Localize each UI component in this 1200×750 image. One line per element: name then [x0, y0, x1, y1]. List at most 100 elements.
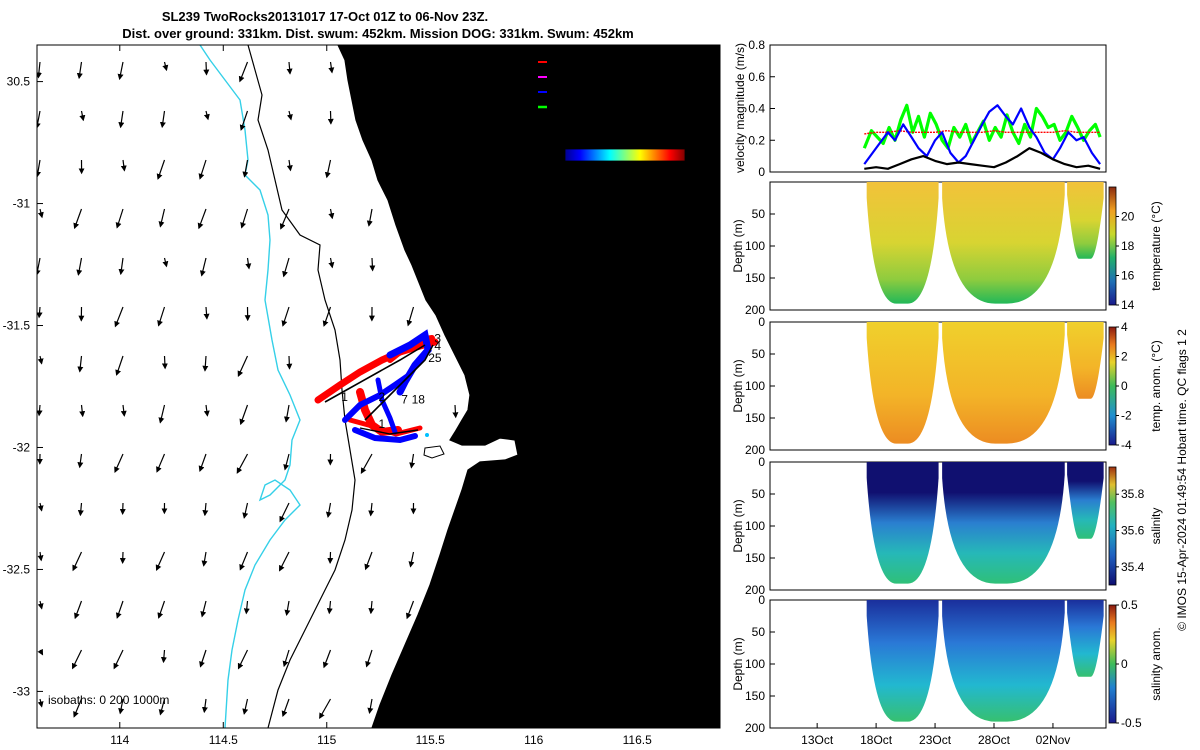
salinity-anomaly-colorbar-tick-label: 0.5: [1121, 598, 1138, 612]
temp-anomaly-colorbar-tick-label: 2: [1121, 350, 1128, 364]
legend-label-swim: 25cm/s swim vector: [553, 57, 654, 69]
current-vector: [452, 404, 459, 419]
salinity-anomaly-panel: 0 50 100 150 200 Depth (m) -0.5 0 0.5 salinity an…: [731, 593, 1163, 735]
velocity-panel: 0 0.2 0.4 0.6 0.8 velocity magnitude (m/s): [733, 38, 1107, 179]
current-vector: [245, 257, 252, 270]
current-vector: [158, 404, 166, 424]
map-x-tick-label: 115.5: [416, 733, 445, 747]
salinity-anomaly-y-tick-label: 200: [745, 721, 765, 735]
velocity-series-line: [864, 129, 1101, 135]
current-vector: [283, 453, 290, 471]
current-vector: [37, 551, 44, 562]
current-vector: [76, 61, 83, 80]
salinity-y-tick-label: 50: [752, 487, 766, 501]
salinity-anomaly-y-tick-label: 0: [758, 593, 765, 607]
current-vector: [79, 110, 86, 122]
current-vector: [239, 110, 249, 131]
isobaths-label: isobaths: 0 200 1000m: [48, 693, 169, 707]
current-vector: [326, 600, 333, 615]
legend-label-sfc: sfc geo. vel. 06-Nov-2013: [553, 117, 684, 129]
current-vector: [199, 257, 207, 277]
legend-label-gps: GPS surface velocity: [553, 72, 660, 84]
temp-anomaly-y-tick-label: 0: [758, 315, 765, 329]
day-label: 7: [401, 393, 408, 407]
current-vector: [367, 698, 374, 714]
current-vector: [118, 698, 125, 715]
track-black-3: [359, 427, 419, 435]
temp-anomaly-y-tick-label: 150: [745, 411, 765, 425]
current-vector: [236, 453, 249, 474]
current-vector: [405, 600, 415, 620]
temperature-y-tick-label: 50: [752, 207, 766, 221]
map-x-tick-label: 116: [524, 733, 543, 747]
temperature-y-tick-label: 150: [745, 271, 765, 285]
velocity-colorbar: [564, 148, 686, 162]
current-vector: [37, 306, 43, 319]
temperature-colorbar: [1108, 186, 1117, 306]
current-vector: [37, 404, 43, 417]
current-vector: [157, 306, 166, 327]
temperature-colorbar-label: temperature (°C): [1149, 201, 1163, 291]
current-vector: [200, 600, 207, 618]
current-vector: [37, 61, 42, 79]
land-area: [338, 45, 720, 728]
current-vector: [79, 404, 86, 418]
current-vector: [286, 355, 293, 370]
temperature-colorbar-tick-label: 16: [1121, 269, 1135, 283]
salinity-anomaly-section-3: [1067, 600, 1104, 677]
temp-anomaly-panel: 0 50 100 150 200 Depth (m) -4 -2 0 2 4 temp. anom. …: [731, 315, 1163, 457]
chart-title: SL239 TwoRocks20131017 17-Oct 01Z to 06-…: [162, 9, 488, 24]
time-tick-label: 13Oct: [801, 733, 834, 747]
current-vector: [281, 698, 290, 718]
current-vector: [37, 502, 44, 512]
chart-subtitle: Dist. over ground: 331km. Dist. swum: 45…: [122, 26, 634, 41]
current-vector: [282, 257, 290, 278]
current-vector: [203, 404, 210, 417]
current-vector: [161, 355, 168, 370]
current-vector: [198, 453, 207, 473]
current-vector: [406, 306, 415, 327]
isobath-200m: [247, 45, 356, 728]
current-vector: [77, 453, 84, 469]
temp-anomaly-section-2: [942, 322, 1065, 444]
current-vector: [328, 208, 335, 220]
map-axis-ticks: 114 114.5 115 115.5 116 116.530.5-31-31.5-32-…: [3, 45, 720, 747]
current-vector: [114, 453, 124, 473]
current-vector: [73, 208, 83, 230]
current-vector: [366, 208, 373, 227]
velocity-y-tick-label: 0.4: [748, 102, 765, 116]
temperature-colorbar-tick-label: 20: [1121, 210, 1135, 224]
current-vector: [365, 649, 373, 668]
current-vector: [117, 61, 124, 81]
map-y-tick-label: -31.5: [3, 319, 31, 333]
velocity-y-tick-label: 0.8: [748, 38, 765, 52]
current-vector: [115, 208, 124, 229]
current-vector: [282, 649, 290, 668]
current-vector: [203, 110, 210, 121]
current-vector: [325, 502, 332, 518]
salinity-anomaly-colorbar-tick-label: -0.5: [1121, 716, 1142, 730]
velocity-series-line: [864, 147, 1101, 170]
temp-anomaly-y-tick-label: 200: [745, 443, 765, 457]
map-y-tick-label: 30.5: [7, 75, 31, 89]
current-vector: [72, 551, 83, 572]
temp-anomaly-section-1: [866, 322, 939, 444]
current-vector: [77, 502, 84, 517]
temp-anomaly-colorbar-tick-label: 4: [1121, 320, 1128, 334]
day-label: 4: [434, 339, 441, 353]
current-vector: [113, 649, 124, 670]
map-y-tick-label: -31: [13, 197, 31, 211]
current-vector: [37, 355, 44, 365]
current-vector: [76, 257, 83, 276]
velocity-y-tick-label: 0: [758, 165, 765, 179]
current-vector: [238, 61, 249, 83]
current-vector: [319, 698, 332, 720]
temp-anomaly-colorbar-label: temp. anom. (°C): [1149, 340, 1163, 432]
current-vector: [77, 355, 84, 373]
current-vector: [72, 649, 83, 670]
current-vector: [242, 159, 249, 178]
current-vector: [203, 306, 210, 320]
day-label: 18: [412, 393, 426, 407]
salinity-colorbar-tick-label: 35.8: [1121, 487, 1145, 501]
temperature-section-3: [1067, 182, 1104, 259]
